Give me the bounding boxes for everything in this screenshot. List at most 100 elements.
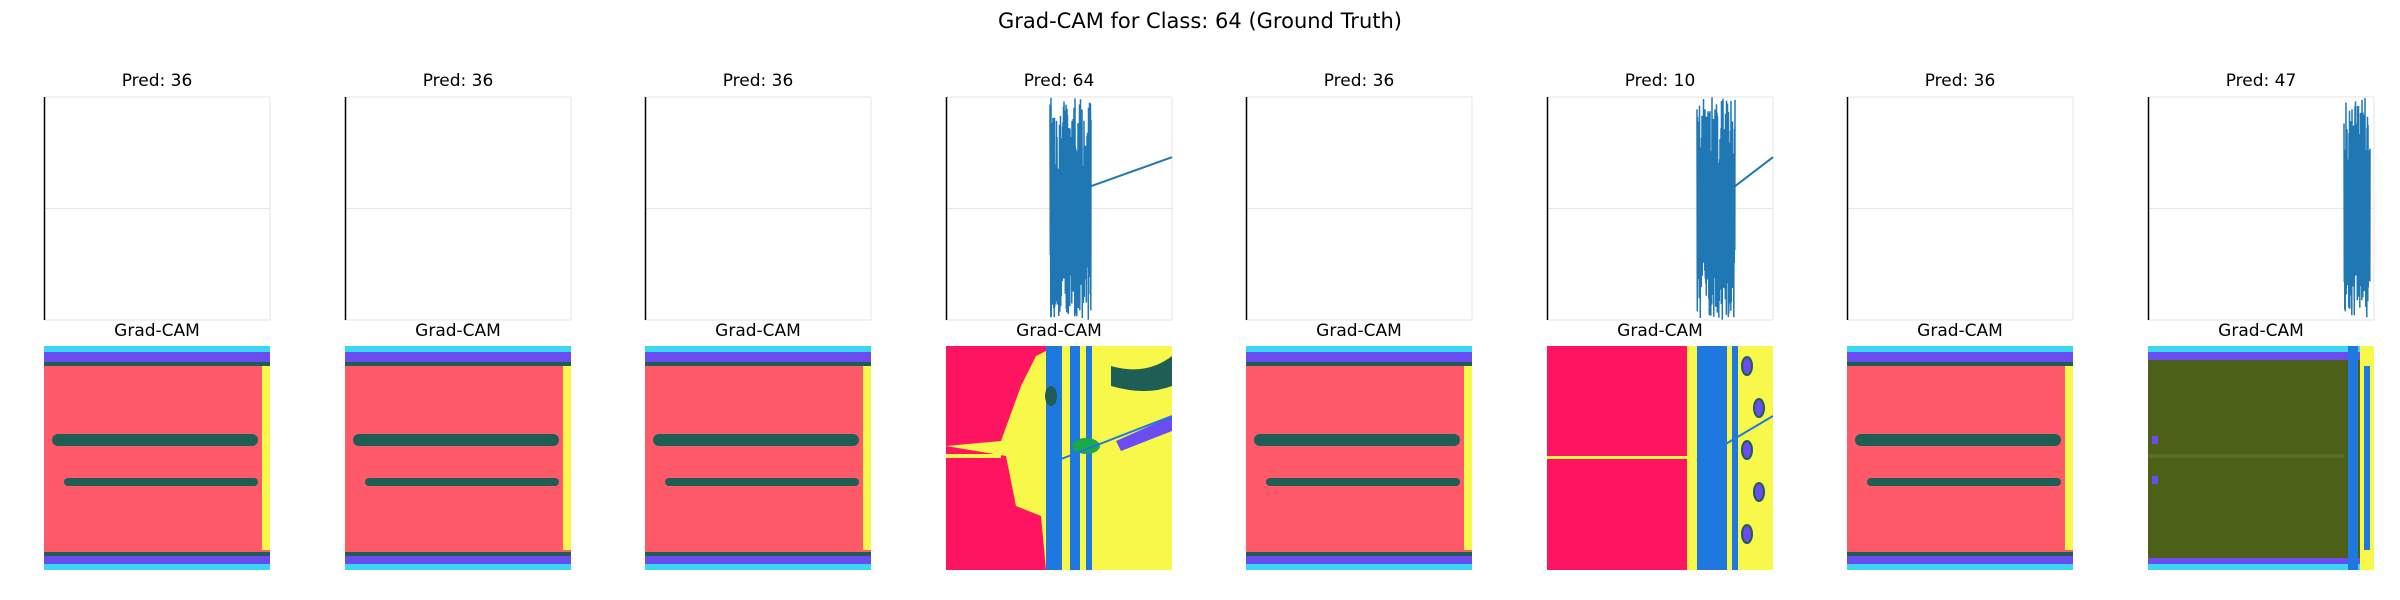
cam-band <box>365 478 559 486</box>
cam-edge <box>1246 352 1472 362</box>
cam-right-strip <box>2065 366 2073 550</box>
cam-edge <box>1246 556 1472 564</box>
signal-burst <box>1696 97 1736 320</box>
cam-edge <box>645 362 871 366</box>
cam-edge <box>1847 362 2073 366</box>
cam-column <box>2348 346 2358 570</box>
pred-title: Pred: 36 <box>1924 71 1996 91</box>
cam-title: Grad-CAM <box>114 321 200 341</box>
cam-background <box>44 346 270 570</box>
cam-edge <box>2148 564 2374 570</box>
cam-column <box>1086 346 1092 570</box>
cam-edge <box>645 564 871 570</box>
cam-edge <box>44 362 270 366</box>
cam-band <box>1855 434 2061 446</box>
signal-plot <box>644 96 872 321</box>
pred-title: Pred: 36 <box>121 71 193 91</box>
cam-blob <box>1045 386 1057 406</box>
cam-column <box>1070 346 1080 570</box>
cam-edge <box>1246 564 1472 570</box>
cam-right-strip <box>1464 366 1472 550</box>
cam-background <box>345 346 571 570</box>
cam-edge <box>1246 362 1472 366</box>
cam-band <box>2148 454 2344 458</box>
cam-blob <box>1741 524 1753 544</box>
cam-edge <box>645 346 871 352</box>
signal-burst <box>2343 97 2371 318</box>
cam-edge <box>345 552 571 556</box>
cam-title: Grad-CAM <box>1316 321 1402 341</box>
cam-edge <box>1246 552 1472 556</box>
signal-core <box>2350 163 2364 276</box>
grad-cam-heatmap <box>1847 346 2073 570</box>
signal-core <box>1060 163 1081 276</box>
cam-title: Grad-CAM <box>1917 321 2003 341</box>
signal-plot <box>1245 96 1473 321</box>
grad-cam-heatmap <box>44 346 270 570</box>
grad-cam-heatmap <box>345 346 571 570</box>
signal-core <box>1706 163 1726 276</box>
cam-background <box>645 346 871 570</box>
cam-blob <box>1072 438 1100 454</box>
cam-edge <box>345 556 571 564</box>
cam-title: Grad-CAM <box>415 321 501 341</box>
pred-title: Pred: 47 <box>2225 71 2297 91</box>
cam-edge <box>1847 346 2073 352</box>
signal-trend <box>1734 156 1774 187</box>
cam-edge <box>345 362 571 366</box>
signal-plot <box>2147 96 2375 321</box>
cam-background <box>1847 346 2073 570</box>
cam-background <box>1246 346 1472 570</box>
cam-edge <box>645 552 871 556</box>
pred-title: Pred: 36 <box>422 71 494 91</box>
cam-band <box>1254 434 1460 446</box>
cam-edge <box>1246 346 1472 352</box>
cam-right-strip <box>563 366 571 550</box>
cam-edge <box>44 556 270 564</box>
cam-blob <box>1741 440 1753 460</box>
cam-streak <box>1696 415 1773 462</box>
cam-edge <box>44 352 270 362</box>
signal-plot <box>1846 96 2074 321</box>
signal-plot <box>1546 96 1774 321</box>
cam-title: Grad-CAM <box>1617 321 1703 341</box>
signal-trend <box>1090 156 1173 188</box>
cam-band <box>1867 478 2061 486</box>
cam-column <box>1732 346 1738 570</box>
cam-blob <box>1741 356 1753 376</box>
cam-edge <box>2148 352 2374 360</box>
cam-blob <box>1753 482 1765 502</box>
cam-title: Grad-CAM <box>2218 321 2304 341</box>
cam-band <box>52 434 258 446</box>
cam-edge <box>44 564 270 570</box>
pred-title: Pred: 10 <box>1624 71 1696 91</box>
cam-edge <box>345 346 571 352</box>
grad-cam-heatmap <box>2148 346 2374 570</box>
pred-title: Pred: 64 <box>1023 71 1095 91</box>
pred-title: Pred: 36 <box>1323 71 1395 91</box>
cam-band <box>1266 478 1460 486</box>
cam-blob <box>2152 436 2158 444</box>
grad-cam-heatmap <box>946 346 1172 570</box>
cam-streak <box>946 454 1001 458</box>
cam-title: Grad-CAM <box>1016 321 1102 341</box>
cam-blob <box>2152 476 2158 484</box>
cam-right-strip <box>863 366 871 550</box>
cam-band <box>353 434 559 446</box>
cam-edge <box>645 352 871 362</box>
grad-cam-heatmap <box>1547 346 1773 570</box>
cam-edge <box>1847 556 2073 564</box>
cam-edge <box>2148 558 2374 564</box>
cam-edge <box>2148 346 2374 352</box>
signal-plot <box>43 96 271 321</box>
cam-edge <box>1847 352 2073 362</box>
cam-edge <box>44 552 270 556</box>
figure-suptitle: Grad-CAM for Class: 64 (Ground Truth) <box>998 9 1402 33</box>
cam-edge <box>645 556 871 564</box>
cam-band <box>64 478 258 486</box>
cam-column <box>2364 366 2370 550</box>
signal-plot <box>945 96 1173 321</box>
grad-cam-heatmap <box>1246 346 1472 570</box>
cam-edge <box>345 564 571 570</box>
